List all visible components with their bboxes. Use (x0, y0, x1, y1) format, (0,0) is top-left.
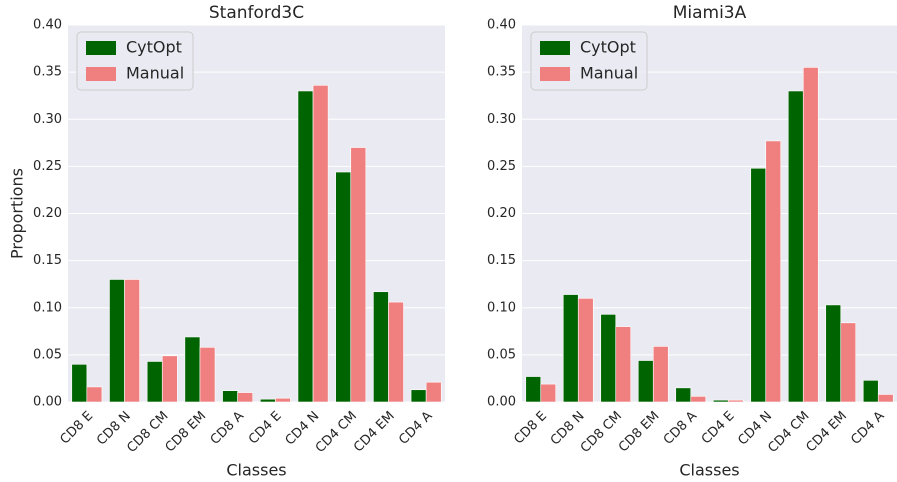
x-tick-label: CD8 CM (124, 409, 171, 456)
bar (600, 314, 617, 403)
bar (840, 322, 857, 403)
x-tick-label: CD8 E (57, 409, 96, 448)
x-tick-label: CD4 A (396, 409, 435, 448)
y-tick-label: 0.10 (487, 300, 516, 315)
y-tick-label: 0.40 (33, 18, 62, 33)
bar (750, 167, 767, 403)
bar (825, 304, 842, 403)
y-tick-label: 0.35 (487, 65, 516, 80)
bar (199, 347, 216, 403)
x-tick-label: CD4 A (848, 409, 887, 448)
x-tick-label: CD8 A (661, 409, 700, 448)
legend-label: CytOpt (580, 38, 636, 57)
bar (124, 279, 140, 403)
legend-swatch (540, 67, 570, 81)
bar (877, 394, 894, 403)
legend: CytOpt Manual (530, 31, 648, 91)
y-tick-label: 0.25 (33, 159, 62, 174)
bar (86, 386, 103, 403)
y-tick-label: 0.00 (487, 395, 516, 410)
y-tick-label: 0.15 (33, 253, 62, 268)
bar (577, 298, 594, 403)
y-tick-label: 0.05 (487, 347, 516, 362)
x-tick-label: CD8 EM (616, 409, 663, 456)
chart-title: Stanford3C (209, 3, 304, 23)
bar (675, 387, 692, 403)
legend: CytOpt Manual (76, 31, 194, 91)
y-tick-label: 0.00 (33, 395, 62, 410)
y-tick-label: 0.35 (33, 65, 62, 80)
bar (222, 390, 238, 403)
y-tick-label: 0.40 (487, 18, 516, 33)
panel: 0.00 0.05 0.10 0.15 0.20 0.25 0.30 0.35 0.40 CD8 … (8, 3, 445, 480)
bar (765, 140, 782, 403)
bar (184, 336, 201, 403)
x-axis-label: Classes (226, 461, 286, 480)
bar (335, 171, 352, 403)
bar (373, 291, 389, 403)
bar (410, 389, 427, 403)
bar (540, 383, 557, 403)
chart-title: Miami3A (673, 3, 747, 23)
x-tick-label: CD8 E (511, 409, 550, 448)
x-tick-label: CD8 EM (163, 409, 210, 456)
x-tick-label: CD4 E (246, 409, 285, 448)
legend-label: CytOpt (126, 38, 182, 57)
bar (787, 90, 804, 403)
x-tick-label: CD4 EM (351, 409, 398, 456)
bar (109, 279, 125, 403)
x-tick-label: CD8 A (208, 409, 247, 448)
x-tick-label: CD8 CM (578, 409, 625, 456)
bar (425, 381, 442, 403)
legend-swatch (540, 41, 570, 55)
bar (712, 399, 729, 403)
x-tick-label: CD4 E (699, 409, 738, 448)
bar (237, 392, 254, 403)
bar (690, 396, 707, 403)
bar (161, 355, 178, 403)
y-tick-label: 0.15 (487, 253, 516, 268)
x-tick-label: CD4 CM (313, 409, 360, 456)
bar (862, 380, 879, 403)
legend-swatch (86, 41, 116, 55)
bar (637, 360, 654, 403)
legend-swatch (86, 67, 116, 81)
bar (525, 376, 542, 403)
x-axis-label: Classes (679, 461, 739, 480)
x-tick-label: CD4 CM (765, 409, 812, 456)
y-tick-label: 0.10 (33, 300, 62, 315)
bar (802, 67, 819, 403)
y-tick-label: 0.25 (487, 159, 516, 174)
legend-label: Manual (126, 64, 184, 83)
y-tick-label: 0.20 (487, 206, 516, 221)
bar (259, 398, 276, 403)
bar (275, 397, 291, 403)
bar (350, 147, 367, 403)
x-tick-label: CD4 EM (803, 409, 850, 456)
y-axis-label: Proportions (8, 168, 27, 259)
bar (727, 399, 744, 403)
bar (312, 85, 329, 403)
bar (388, 301, 404, 403)
bar (71, 363, 88, 403)
bar (615, 326, 632, 403)
panel: 0.00 0.05 0.10 0.15 0.20 0.25 0.30 0.35 0.40 CD8 … (487, 3, 897, 480)
legend-label: Manual (580, 64, 638, 83)
bar (297, 90, 314, 403)
y-tick-label: 0.30 (33, 112, 62, 127)
y-tick-label: 0.20 (33, 206, 62, 221)
y-tick-label: 0.05 (33, 347, 62, 362)
bar (562, 294, 579, 403)
y-tick-label: 0.30 (487, 112, 516, 127)
bar (652, 346, 669, 403)
bar (146, 361, 163, 403)
